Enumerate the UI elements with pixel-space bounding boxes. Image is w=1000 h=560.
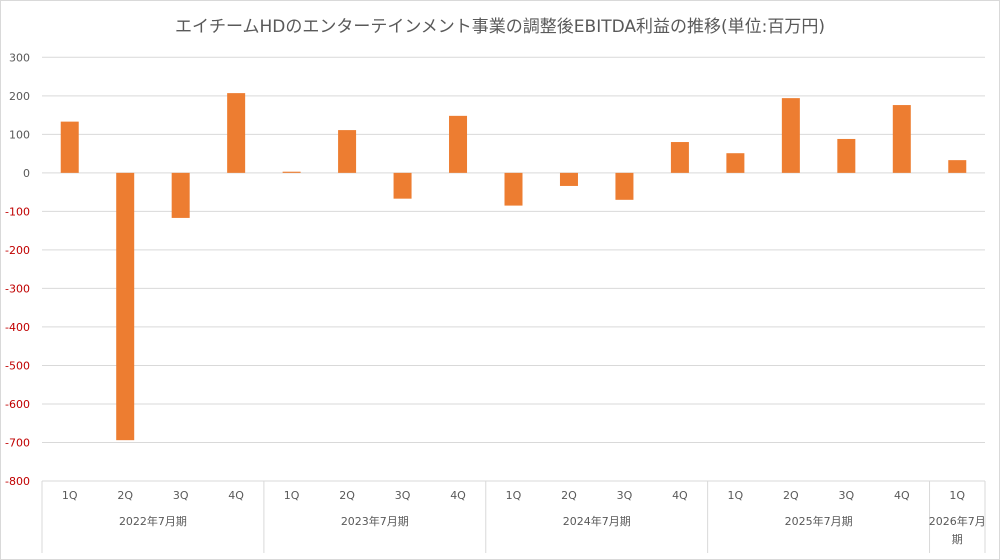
x-tick-label: 3Q	[173, 489, 189, 502]
group-label: 2025年7月期	[785, 514, 853, 528]
x-tick-label: 4Q	[450, 489, 466, 502]
y-tick-label: 0	[23, 167, 30, 180]
bar	[227, 93, 246, 173]
group-label: 期	[952, 533, 963, 546]
y-tick-label: -200	[5, 244, 30, 257]
x-tick-label: 4Q	[228, 489, 244, 502]
x-tick-label: 2Q	[561, 489, 577, 502]
bar	[892, 105, 911, 173]
x-tick-label: 1Q	[728, 489, 744, 502]
x-tick-label: 2Q	[783, 489, 799, 502]
bar	[615, 172, 634, 200]
bar	[116, 172, 135, 441]
group-label: 2026年7月	[929, 514, 986, 528]
bar	[282, 171, 301, 173]
y-tick-label: -100	[5, 205, 30, 218]
y-tick-label: 300	[9, 51, 30, 64]
bar	[837, 138, 856, 173]
group-label: 2024年7月期	[563, 514, 631, 528]
bar	[504, 172, 523, 206]
x-tick-label: 4Q	[672, 489, 688, 502]
bar	[338, 130, 357, 173]
bar	[393, 172, 412, 199]
x-tick-label: 1Q	[62, 489, 78, 502]
y-tick-label: -500	[5, 359, 30, 372]
x-tick-label: 3Q	[395, 489, 411, 502]
bar	[670, 142, 689, 173]
y-tick-label: -400	[5, 321, 30, 334]
bar	[781, 98, 800, 173]
x-tick-label: 1Q	[506, 489, 522, 502]
chart-title: エイチームHDのエンターテインメント事業の調整後EBITDA利益の推移(単位:百…	[174, 17, 826, 37]
group-label: 2023年7月期	[341, 514, 409, 528]
y-tick-label: 200	[9, 90, 30, 103]
bar	[559, 172, 578, 186]
x-tick-label: 1Q	[949, 489, 965, 502]
group-label: 2022年7月期	[119, 514, 187, 528]
y-tick-label: -700	[5, 436, 30, 449]
x-tick-label: 2Q	[117, 489, 133, 502]
x-tick-label: 4Q	[894, 489, 910, 502]
bar	[171, 172, 190, 218]
bar	[60, 121, 79, 173]
x-tick-label: 3Q	[838, 489, 854, 502]
y-tick-label: -300	[5, 282, 30, 295]
y-tick-label: -800	[5, 475, 30, 488]
x-tick-label: 3Q	[617, 489, 633, 502]
bar	[948, 160, 967, 173]
bar	[726, 153, 745, 173]
bar	[449, 115, 468, 173]
y-tick-label: 100	[9, 128, 30, 141]
y-tick-label: -600	[5, 398, 30, 411]
x-tick-label: 1Q	[284, 489, 300, 502]
x-tick-label: 2Q	[339, 489, 355, 502]
